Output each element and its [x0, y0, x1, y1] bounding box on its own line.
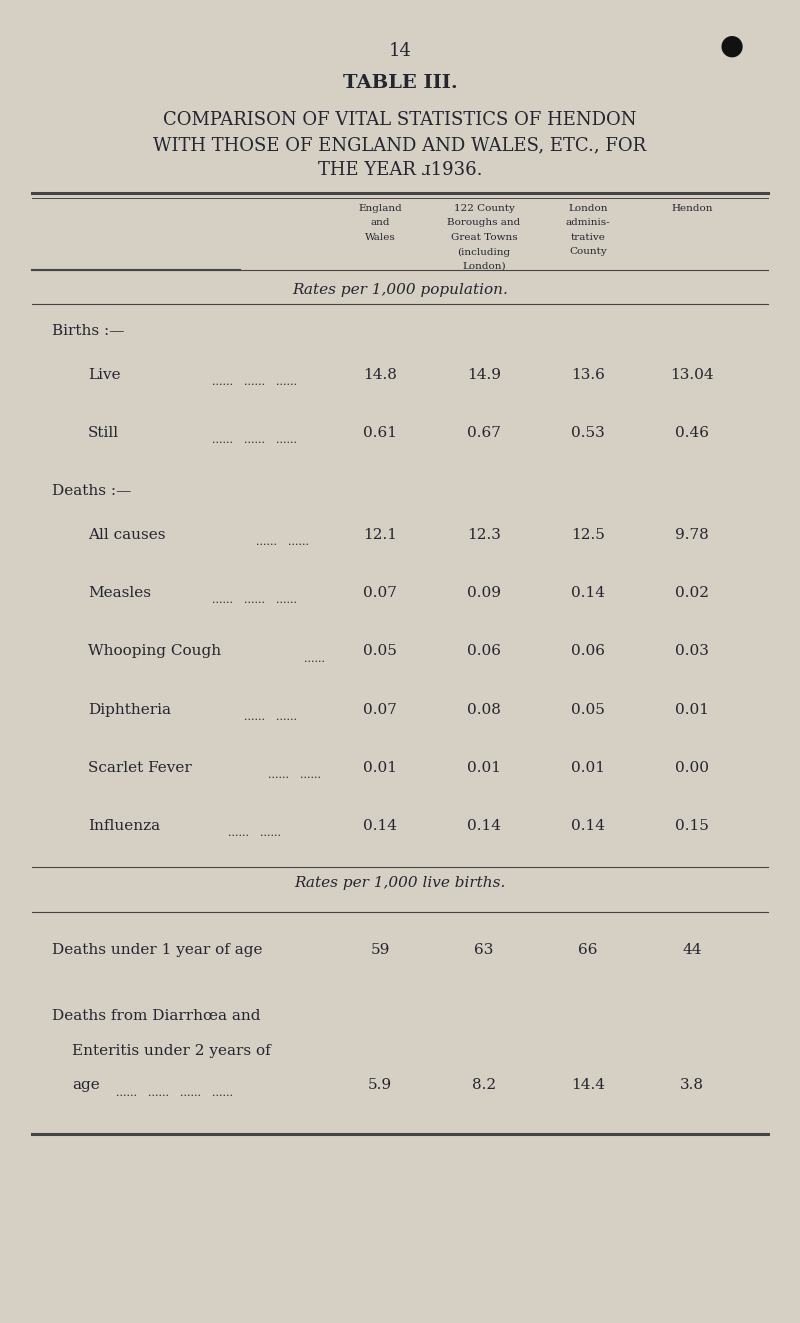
Text: County: County: [569, 247, 607, 257]
Text: England: England: [358, 204, 402, 213]
Text: 0.14: 0.14: [467, 819, 501, 833]
Text: 3.8: 3.8: [680, 1078, 704, 1093]
Text: 0.01: 0.01: [363, 761, 397, 775]
Text: COMPARISON OF VITAL STATISTICS OF HENDON: COMPARISON OF VITAL STATISTICS OF HENDON: [163, 111, 637, 130]
Text: 0.14: 0.14: [571, 586, 605, 601]
Text: ......: ......: [276, 377, 297, 388]
Text: 0.14: 0.14: [363, 819, 397, 833]
Text: 0.07: 0.07: [363, 703, 397, 717]
Text: 0.08: 0.08: [467, 703, 501, 717]
Text: 12.3: 12.3: [467, 528, 501, 542]
Text: Deaths under 1 year of age: Deaths under 1 year of age: [52, 943, 262, 958]
Text: Deaths :—: Deaths :—: [52, 484, 131, 499]
Text: Whooping Cough: Whooping Cough: [88, 644, 221, 659]
Text: Enteritis under 2 years of: Enteritis under 2 years of: [72, 1044, 270, 1058]
Text: Rates per 1,000 live births.: Rates per 1,000 live births.: [294, 876, 506, 890]
Text: 14: 14: [389, 42, 411, 61]
Text: Live: Live: [88, 368, 121, 382]
Text: ......: ......: [212, 595, 233, 606]
Text: 59: 59: [370, 943, 390, 958]
Text: Wales: Wales: [365, 233, 395, 242]
Text: 0.05: 0.05: [363, 644, 397, 659]
Text: London: London: [568, 204, 608, 213]
Text: Still: Still: [88, 426, 119, 441]
Text: ......: ......: [228, 828, 249, 839]
Text: 0.46: 0.46: [675, 426, 709, 441]
Text: trative: trative: [570, 233, 606, 242]
Text: ......: ......: [256, 537, 277, 548]
Text: 0.07: 0.07: [363, 586, 397, 601]
Text: All causes: All causes: [88, 528, 166, 542]
Text: Scarlet Fever: Scarlet Fever: [88, 761, 192, 775]
Text: ......: ......: [148, 1088, 169, 1098]
Text: Deaths from Diarrhœa and: Deaths from Diarrhœa and: [52, 1009, 261, 1024]
Text: ......: ......: [244, 595, 265, 606]
Text: 0.01: 0.01: [571, 761, 605, 775]
Text: 0.06: 0.06: [467, 644, 501, 659]
Text: 0.09: 0.09: [467, 586, 501, 601]
Text: Measles: Measles: [88, 586, 151, 601]
Text: age: age: [72, 1078, 100, 1093]
Text: Boroughs and: Boroughs and: [447, 218, 521, 228]
Text: 14.8: 14.8: [363, 368, 397, 382]
Text: ......: ......: [268, 770, 289, 781]
Text: adminis-: adminis-: [566, 218, 610, 228]
Text: Births :—: Births :—: [52, 324, 125, 339]
Text: ......: ......: [304, 654, 325, 664]
Text: ......: ......: [300, 770, 321, 781]
Text: THE YEAR ɹ1936.: THE YEAR ɹ1936.: [318, 161, 482, 180]
Text: Influenza: Influenza: [88, 819, 160, 833]
Text: TABLE III.: TABLE III.: [342, 74, 458, 93]
Text: ......: ......: [244, 712, 265, 722]
Text: 8.2: 8.2: [472, 1078, 496, 1093]
Text: 0.00: 0.00: [675, 761, 709, 775]
Text: ......: ......: [276, 435, 297, 446]
Text: 0.53: 0.53: [571, 426, 605, 441]
Text: 44: 44: [682, 943, 702, 958]
Text: Hendon: Hendon: [671, 204, 713, 213]
Text: ......: ......: [212, 377, 233, 388]
Text: 63: 63: [474, 943, 494, 958]
Text: 0.01: 0.01: [675, 703, 709, 717]
Text: Diphtheria: Diphtheria: [88, 703, 171, 717]
Text: 12.5: 12.5: [571, 528, 605, 542]
Text: Rates per 1,000 population.: Rates per 1,000 population.: [292, 283, 508, 298]
Text: ......: ......: [212, 1088, 233, 1098]
Text: 0.67: 0.67: [467, 426, 501, 441]
Text: ......: ......: [244, 377, 265, 388]
Text: 5.9: 5.9: [368, 1078, 392, 1093]
Text: WITH THOSE OF ENGLAND AND WALES, ETC., FOR: WITH THOSE OF ENGLAND AND WALES, ETC., F…: [154, 136, 646, 155]
Text: ......: ......: [260, 828, 281, 839]
Text: 0.01: 0.01: [467, 761, 501, 775]
Text: 66: 66: [578, 943, 598, 958]
Text: and: and: [370, 218, 390, 228]
Text: 9.78: 9.78: [675, 528, 709, 542]
Text: 122 County: 122 County: [454, 204, 514, 213]
Text: 13.04: 13.04: [670, 368, 714, 382]
Text: ......: ......: [276, 595, 297, 606]
Text: Great Towns: Great Towns: [450, 233, 518, 242]
Text: London): London): [462, 262, 506, 271]
Text: 0.03: 0.03: [675, 644, 709, 659]
Text: ......: ......: [276, 712, 297, 722]
Text: 0.02: 0.02: [675, 586, 709, 601]
Text: 14.9: 14.9: [467, 368, 501, 382]
Text: 0.61: 0.61: [363, 426, 397, 441]
Text: ......: ......: [212, 435, 233, 446]
Text: 14.4: 14.4: [571, 1078, 605, 1093]
Text: 0.14: 0.14: [571, 819, 605, 833]
Text: ......: ......: [244, 435, 265, 446]
Text: ......: ......: [116, 1088, 137, 1098]
Text: 13.6: 13.6: [571, 368, 605, 382]
Text: 0.05: 0.05: [571, 703, 605, 717]
Text: 12.1: 12.1: [363, 528, 397, 542]
Text: (including: (including: [458, 247, 510, 257]
Text: 0.06: 0.06: [571, 644, 605, 659]
Text: ●: ●: [720, 33, 744, 60]
Text: ......: ......: [288, 537, 309, 548]
Text: ......: ......: [180, 1088, 201, 1098]
Text: 0.15: 0.15: [675, 819, 709, 833]
